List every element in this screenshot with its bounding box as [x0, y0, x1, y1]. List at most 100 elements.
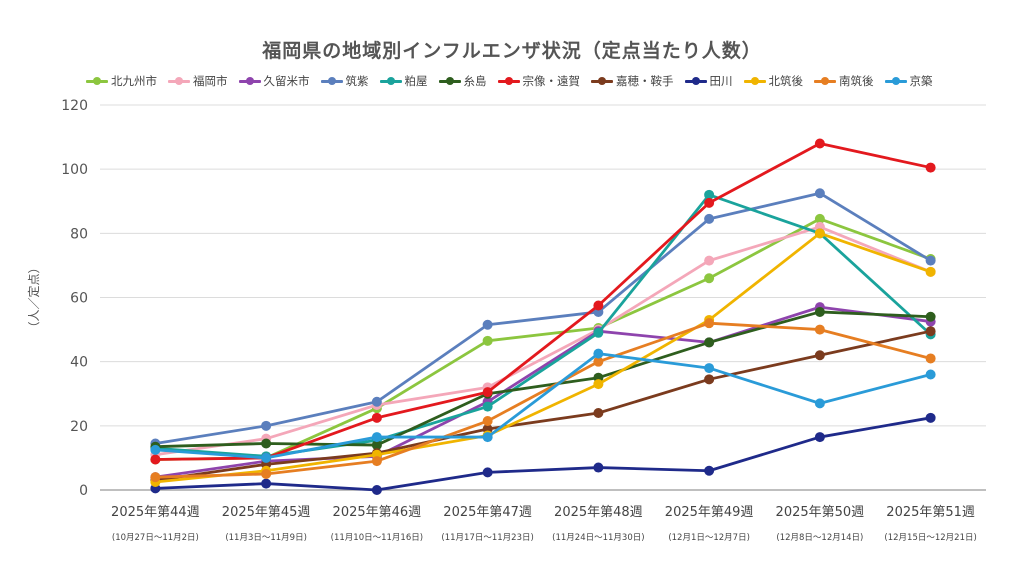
data-point	[814, 350, 825, 361]
data-point	[925, 353, 936, 364]
x-tick-sublabel: (12月8日～12月14日)	[776, 533, 863, 543]
y-axis-label: （人／定点）	[26, 261, 41, 333]
y-tick-label: 0	[79, 483, 88, 499]
legend-swatch	[379, 76, 402, 86]
data-point	[371, 440, 382, 451]
y-tick-label: 20	[70, 419, 88, 435]
legend-label: 福岡市	[193, 74, 228, 88]
series-line	[153, 329, 933, 482]
data-point	[704, 363, 715, 374]
x-tick-sublabel: (12月1日～12月7日)	[668, 533, 750, 543]
data-point	[814, 398, 825, 409]
chart-title: 福岡県の地域別インフルエンザ状況（定点当たり人数）	[262, 40, 762, 62]
data-point	[593, 356, 604, 367]
legend-item: 南筑後	[814, 73, 874, 89]
data-point	[371, 396, 382, 407]
data-point	[482, 416, 493, 427]
x-tick-sublabel: (12月15日～12月21日)	[884, 533, 976, 543]
legend-label: 嘉穂・鞍手	[616, 74, 674, 88]
data-point	[925, 311, 936, 322]
data-point	[371, 485, 382, 495]
legend-label: 京築	[909, 74, 933, 88]
x-tick-label: 2025年第44週	[111, 505, 200, 520]
x-tick-label: 2025年第49週	[665, 505, 754, 520]
x-tick-label: 2025年第50週	[776, 505, 865, 520]
x-tick-sublabel: (11月24日～11月30日)	[552, 533, 644, 543]
data-point	[371, 412, 382, 423]
legend-swatch	[591, 76, 613, 86]
legend-label: 宗像・遠賀	[522, 74, 581, 88]
series-group	[150, 188, 936, 449]
data-point	[261, 420, 272, 431]
data-point	[593, 408, 604, 418]
series-group	[150, 138, 936, 465]
data-point	[150, 454, 161, 465]
data-point	[482, 401, 493, 412]
legend-label: 北九州市	[111, 74, 157, 88]
x-tick-sublabel: (11月10日～11月16日)	[331, 533, 423, 543]
data-point	[482, 387, 493, 398]
legend-swatch	[743, 76, 766, 86]
series-line	[153, 321, 933, 479]
data-point	[704, 337, 715, 348]
legend-item: 福岡市	[168, 73, 228, 89]
legend-item: 久留米市	[238, 73, 310, 89]
series-line	[153, 142, 933, 461]
x-tick-label: 2025年第47週	[443, 505, 532, 520]
x-tick-label: 2025年第45週	[222, 505, 311, 520]
y-tick-label: 80	[70, 226, 88, 242]
legend-item: 嘉穂・鞍手	[591, 73, 674, 89]
y-tick-label: 100	[61, 162, 88, 178]
data-point	[925, 326, 936, 337]
legend-item: 北筑後	[743, 73, 803, 89]
legend-swatch	[684, 76, 707, 86]
x-tick-label: 2025年第48週	[554, 505, 643, 520]
x-tick-sublabel: (11月17日～11月23日)	[441, 533, 533, 543]
data-point	[704, 213, 715, 224]
legend-swatch	[884, 76, 907, 86]
series-group	[150, 318, 936, 483]
data-point	[814, 213, 825, 224]
legend-swatch	[497, 76, 520, 86]
legend-swatch	[438, 76, 461, 86]
data-point	[704, 189, 715, 200]
legend-label: 筑紫	[345, 74, 369, 88]
x-tick-label: 2025年第46週	[333, 505, 422, 520]
data-point	[150, 472, 161, 483]
legend-swatch	[168, 76, 190, 86]
legend-item: 筑紫	[320, 73, 369, 89]
data-point	[261, 478, 272, 489]
data-point	[150, 444, 161, 455]
data-point	[704, 197, 715, 208]
data-point	[593, 379, 604, 390]
data-point	[593, 327, 604, 338]
data-point	[925, 369, 936, 380]
data-point	[925, 412, 936, 423]
data-point	[261, 452, 272, 463]
series-line	[153, 416, 933, 492]
data-point	[814, 324, 825, 335]
x-tick-sublabel: (10月27日～11月2日)	[112, 533, 199, 543]
data-point	[593, 348, 604, 359]
legend-label: 糸島	[463, 74, 487, 88]
x-tick-label: 2025年第51週	[886, 505, 975, 520]
data-point	[593, 300, 604, 311]
data-point	[814, 306, 825, 317]
data-point	[925, 162, 936, 173]
series-line	[153, 217, 933, 461]
data-point	[704, 255, 715, 266]
series-line	[153, 193, 933, 458]
data-point	[814, 188, 825, 199]
legend-item: 北九州市	[86, 73, 157, 89]
data-point	[593, 462, 604, 473]
series-line	[153, 352, 933, 460]
data-point	[814, 228, 825, 239]
x-tick-sublabel: (11月3日～11月9日)	[225, 533, 307, 543]
legend-item: 京築	[884, 73, 933, 89]
legend-item: 宗像・遠賀	[497, 73, 581, 89]
data-point	[482, 335, 493, 346]
legend-label: 南筑後	[839, 74, 874, 88]
data-point	[704, 374, 715, 385]
data-point	[371, 456, 382, 467]
